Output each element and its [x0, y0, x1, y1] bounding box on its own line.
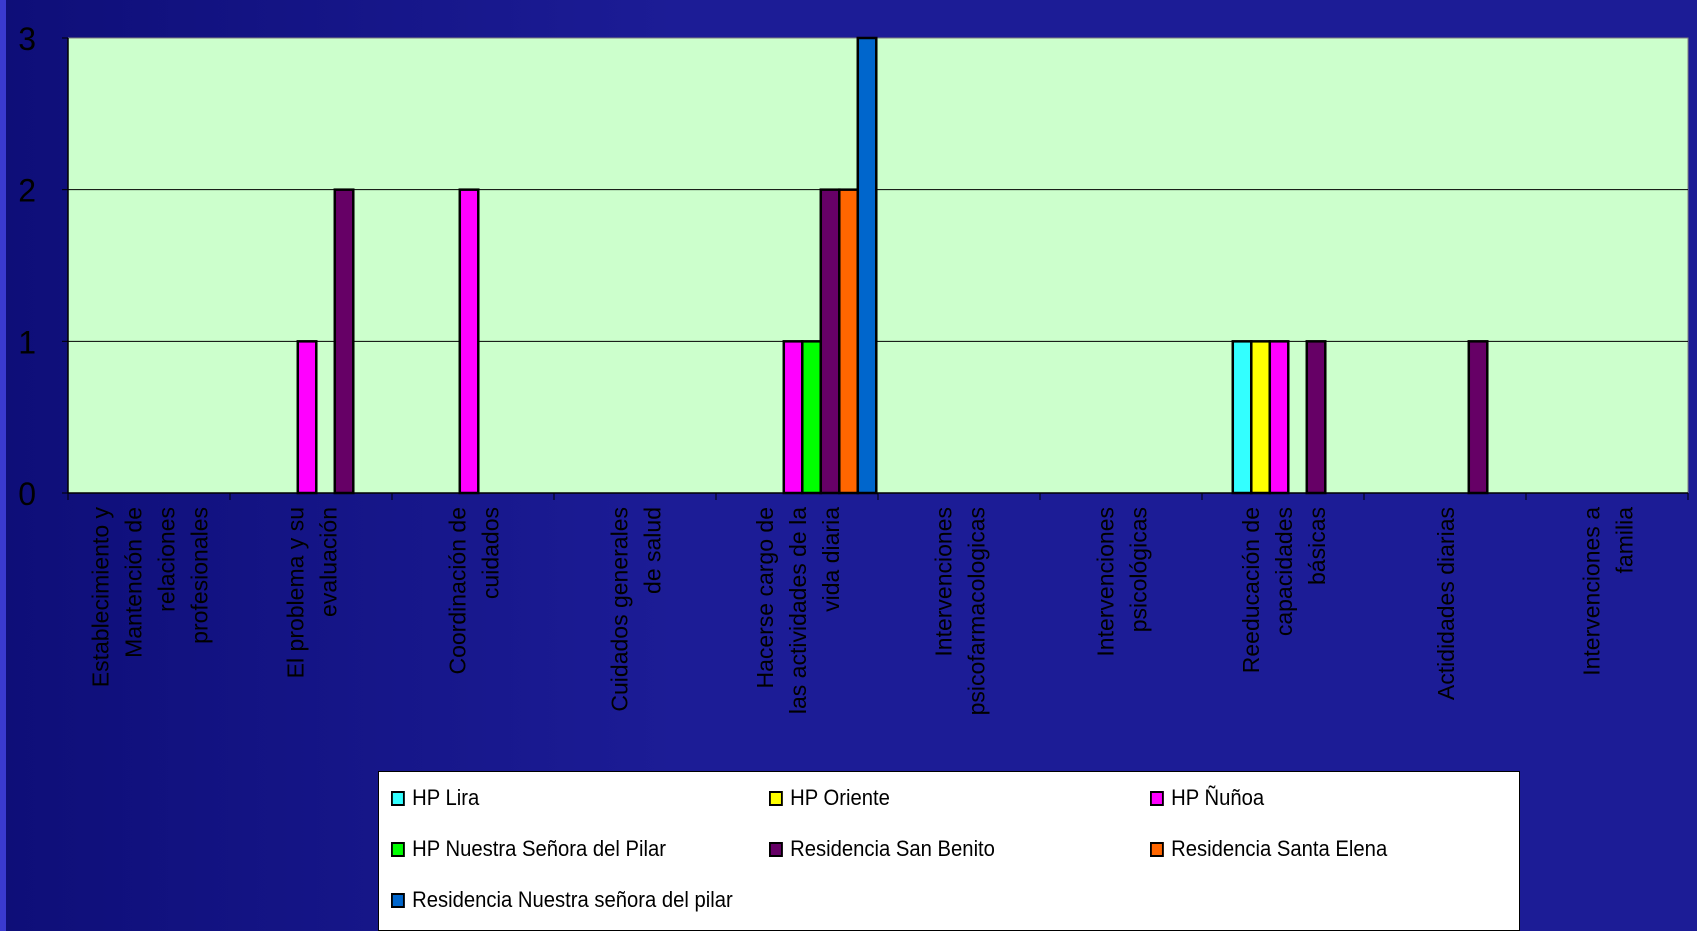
x-category-label: Intervenciones [1093, 507, 1119, 657]
bar-residencia-santa-elena [838, 188, 860, 495]
bar-residencia-nuestra-se-ora-del-pilar [856, 36, 878, 495]
bar-residencia-san-benito [819, 188, 841, 495]
x-category-label: relaciones [154, 507, 180, 612]
x-category-label: Coordinación de [445, 507, 471, 675]
legend-label: HP Ñuñoa [1171, 785, 1265, 810]
legend-swatch [391, 892, 405, 908]
legend-item: HP Lira [391, 785, 479, 811]
x-category-label: vida diaria [818, 507, 844, 612]
x-category-label: cuidados [478, 507, 504, 599]
bar-hp-nuestra-se-ora-del-pilar [801, 340, 823, 495]
x-category-label: El problema y su [283, 507, 309, 678]
x-category-label: Intervenciones a [1579, 507, 1605, 676]
bar-hp-oriente [1250, 340, 1272, 495]
legend-swatch [391, 841, 405, 857]
legend-swatch [391, 790, 405, 806]
x-category-label: Cuidados generales [607, 507, 633, 712]
x-category-label: Actididades diarias [1433, 507, 1459, 700]
x-category-label: Reeducación de [1238, 507, 1264, 673]
x-category-label: psicológicas [1126, 507, 1152, 632]
bar-hp-lira [1231, 340, 1253, 495]
legend-swatch [1150, 841, 1164, 857]
x-category-label: de salud [640, 507, 666, 594]
legend-swatch [1150, 790, 1164, 806]
legend-item: Residencia Santa Elena [1150, 836, 1387, 862]
legend-label: HP Oriente [790, 785, 890, 810]
y-tick-label: 0 [18, 476, 36, 512]
bar-hp-u-oa [1268, 340, 1290, 495]
legend-label: HP Nuestra Señora del Pilar [412, 836, 667, 861]
x-category-label: evaluación [316, 507, 342, 617]
x-category-label: Hacerse cargo de [752, 507, 778, 689]
slide-edge-accent [0, 0, 6, 931]
y-tick-label: 1 [18, 324, 36, 360]
x-category-label: Mantención de [121, 507, 147, 658]
legend-item: Residencia San Benito [769, 836, 995, 862]
x-category-label: Intervenciones [931, 507, 957, 657]
x-category-label: capacidades [1271, 507, 1297, 636]
legend-item: Residencia Nuestra señora del pilar [391, 887, 733, 913]
x-category-label: familia [1612, 507, 1638, 574]
bar-residencia-san-benito [333, 188, 355, 495]
legend-item: HP Nuestra Señora del Pilar [391, 836, 666, 862]
legend-item: HP Ñuñoa [1150, 785, 1264, 811]
x-category-label: profesionales [187, 507, 213, 644]
legend-label: HP Lira [412, 785, 480, 810]
y-tick-label: 2 [18, 173, 36, 209]
bar-hp-u-oa [458, 188, 480, 495]
chart-legend: HP Lira HP Oriente HP Ñuñoa HP Nuestra Seño… [378, 771, 1520, 931]
legend-item: HP Oriente [769, 785, 890, 811]
legend-swatch [769, 790, 783, 806]
x-category-label: Establecimiento y [88, 507, 114, 688]
y-tick-label: 3 [18, 21, 36, 57]
legend-label: Residencia Nuestra señora del pilar [412, 887, 733, 912]
bar-residencia-san-benito [1305, 340, 1327, 495]
bar-hp-u-oa [782, 340, 804, 495]
legend-label: Residencia Santa Elena [1171, 836, 1388, 861]
x-category-label: psicofarmacologicas [964, 507, 990, 715]
x-category-label: las actividades de la [785, 507, 811, 714]
x-category-label: básicas [1304, 507, 1330, 585]
legend-swatch [769, 841, 783, 857]
bar-residencia-san-benito [1467, 340, 1489, 495]
bar-hp-u-oa [296, 340, 318, 495]
legend-label: Residencia San Benito [790, 836, 995, 861]
